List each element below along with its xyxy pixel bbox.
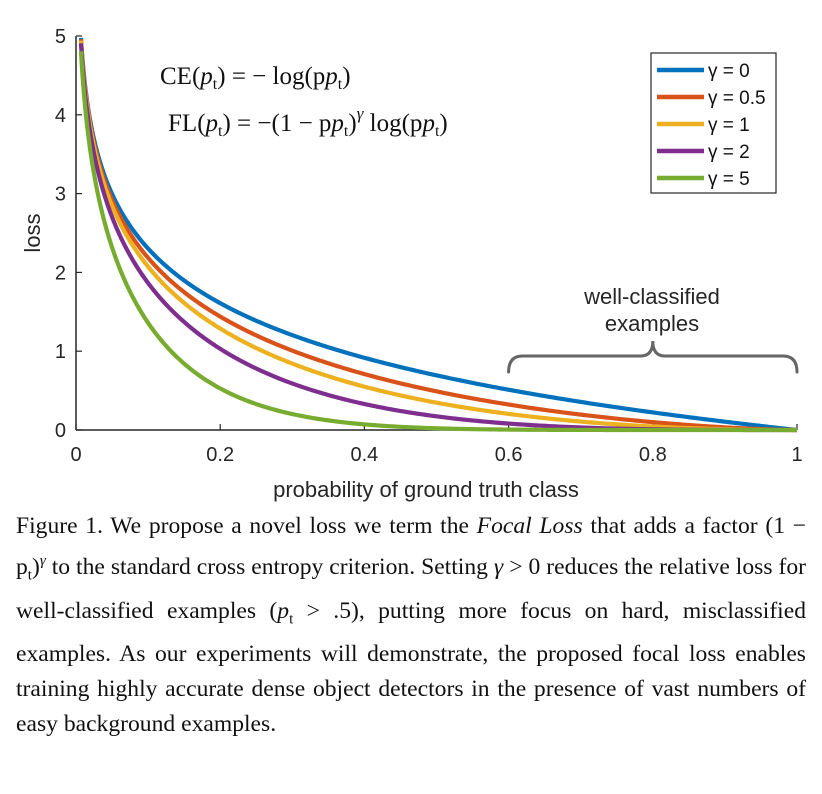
formula-fl-sub-1: t: [218, 123, 223, 140]
caption-factor: (1 − p: [16, 513, 807, 580]
formula-fl-sup: γ: [357, 104, 365, 123]
legend-label: γ = 5: [708, 169, 750, 190]
x-axis-label: probability of ground truth class: [273, 477, 579, 502]
y-tick-label: 2: [55, 262, 66, 284]
svg-text:CE(pt) = − log(ppt): CE(pt) = − log(ppt): [160, 63, 351, 93]
axis-ticks: 0 0.2 0.4 0.6 0.8 1 0 1 2 3 4 5: [55, 26, 803, 466]
loss-curve-gamma-1: [78, 39, 797, 433]
loss-curve-gamma-0: [78, 37, 798, 433]
caption-text-2: that adds a factor: [582, 513, 766, 539]
caption-gamma-cond: > 0: [503, 553, 541, 580]
x-tick-label: 0.8: [639, 444, 667, 466]
y-tick-label: 3: [55, 184, 66, 206]
loss-curves: [78, 37, 798, 433]
annotation-line-1: well-classified: [583, 284, 720, 309]
formula-ce: CE(pt) = − log(ppt): [160, 63, 351, 93]
formula-ce-sub-2: t: [338, 76, 343, 93]
x-tick-label: 0: [70, 444, 81, 466]
formula-ce-tail: ): [342, 63, 350, 90]
formula-ce-lhs: CE: [160, 63, 192, 90]
y-tick-label: 0: [55, 420, 66, 442]
loss-curve-gamma-5: [78, 50, 797, 433]
caption-factor-close: ): [31, 553, 40, 580]
legend-label: γ = 0.5: [708, 88, 766, 109]
y-tick-label: 4: [55, 105, 66, 127]
formula-fl-arg-2: p: [329, 110, 344, 137]
formula-fl-arg-3: p: [420, 110, 435, 137]
formula-fl-sub-2: t: [344, 123, 349, 140]
formula-ce-rhs: = − log(p: [232, 63, 325, 90]
caption-pt: p: [277, 597, 290, 624]
legend-label: γ = 0: [708, 61, 750, 82]
formula-fl: FL(pt) = −(1 − ppt)γ log(ppt): [168, 104, 448, 140]
x-tick-label: 0.6: [495, 444, 523, 466]
loss-curve-gamma-0-5: [78, 38, 798, 433]
caption-text-5: , putting more focus on hard, misclassif…: [16, 597, 807, 738]
formula-ce-arg-1: p: [198, 63, 213, 90]
formula-fl-arg-1: p: [204, 110, 219, 137]
x-tick-label: 1: [791, 444, 802, 466]
formula-fl-lhs: FL: [168, 110, 197, 137]
formula-fl-end: ): [439, 110, 447, 137]
formula-ce-arg-2: p: [323, 63, 338, 90]
caption-gamma: γ: [493, 553, 504, 580]
x-tick-label: 0.4: [350, 444, 378, 466]
caption-emph: Focal Loss: [476, 513, 583, 539]
annotation-line-2: examples: [605, 311, 699, 336]
formula-fl-mid: ): [348, 110, 356, 137]
caption-figure-label: Figure 1.: [16, 513, 104, 539]
caption-pt-cond: > .5): [293, 597, 359, 624]
figure-caption: Figure 1. We propose a novel loss we ter…: [16, 509, 806, 742]
y-tick-label: 5: [55, 26, 66, 48]
caption-text-3: to the standard cross entropy criterion.…: [45, 553, 494, 580]
legend-label: γ = 1: [708, 115, 750, 136]
y-tick-label: 1: [55, 341, 66, 363]
formula-fl-log: log(p: [363, 110, 422, 137]
formula-fl-rhs: = −(1 − p: [237, 110, 331, 137]
y-axis-label: loss: [20, 213, 45, 252]
legend: γ = 0 γ = 0.5 γ = 1 γ = 2 γ = 5: [650, 52, 777, 194]
svg-text:FL(pt) = −(1 − ppt)γ log(ppt): FL(pt) = −(1 − ppt)γ log(ppt): [168, 104, 448, 140]
focal-loss-chart: 0 0.2 0.4 0.6 0.8 1 0 1 2 3 4 5 probability of grou…: [20, 26, 803, 502]
legend-label: γ = 2: [708, 142, 750, 163]
well-classified-annotation: well-classified examples: [507, 284, 799, 374]
x-tick-label: 0.2: [206, 444, 234, 466]
caption-text-4: reduces the relative loss for well-class…: [16, 553, 806, 624]
caption-pt-sub: t: [289, 611, 294, 628]
caption-text-1: We propose a novel loss we term the: [103, 513, 477, 539]
caption-factor-sub: t: [27, 567, 32, 584]
formula-ce-sub-1: t: [213, 76, 218, 93]
formula-fl-sub-3: t: [435, 123, 440, 140]
caption-factor-sup: γ: [39, 553, 46, 569]
curly-brace-icon: [507, 340, 799, 374]
